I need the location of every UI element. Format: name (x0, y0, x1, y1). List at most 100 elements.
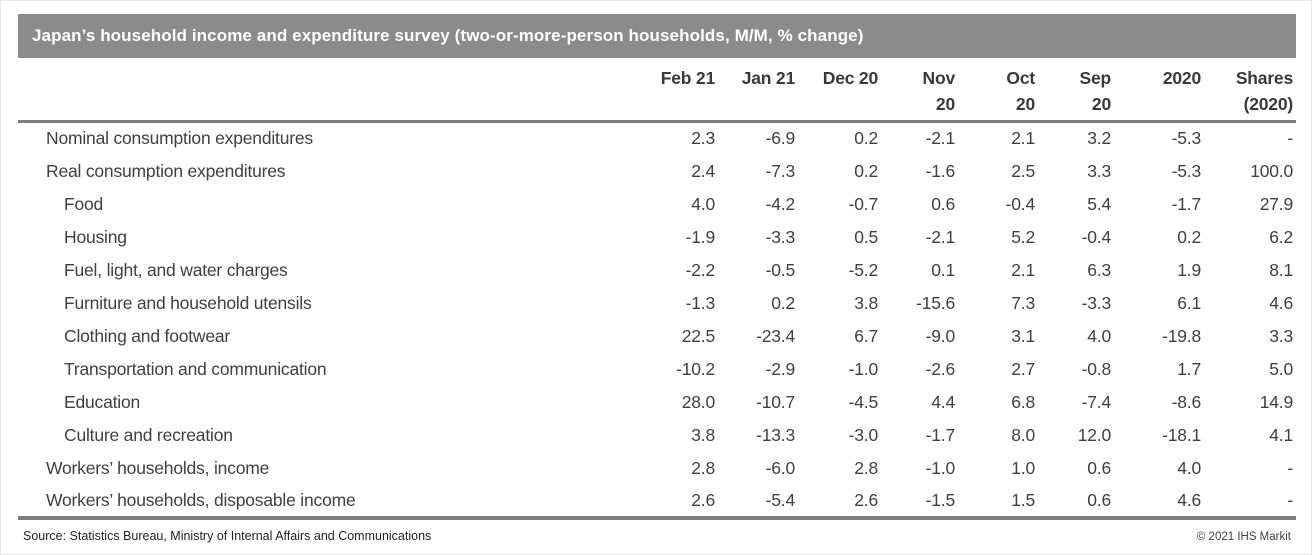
table-row: Nominal consumption expenditures 2.3 -6.9 0… (18, 122, 1296, 155)
cell-value: 2.8 (691, 457, 715, 478)
column-header: Shares (2020) (1204, 63, 1296, 123)
copyright-note: © 2021 IHS Markit (1196, 531, 1291, 543)
cell-value: 1.5 (958, 484, 1038, 520)
cell-value: - (1287, 128, 1293, 149)
cell-value: 2.6 (798, 484, 881, 520)
column-header-line1: Feb 21 (660, 68, 715, 88)
cell-value: -0.4 (1081, 226, 1112, 247)
row-label: Workers’ households, disposable income (18, 484, 633, 520)
cell-value: 5.0 (1269, 358, 1293, 379)
table-row: Furniture and household utensils -1.3 0.2 3… (18, 287, 1296, 320)
cell-value: 3.3 (1087, 160, 1111, 181)
cell-value: 3.2 (1087, 128, 1111, 149)
cell-value: 28.0 (681, 391, 715, 412)
cell-value: -6.0 (765, 457, 796, 478)
row-label: Housing (64, 226, 127, 247)
column-header: Sep 20 (1038, 63, 1114, 123)
cell-value: 6.3 (1087, 259, 1111, 280)
cell-value: 12.0 (1077, 424, 1111, 445)
cell-value: 0.6 (1087, 457, 1111, 478)
table-row: Culture and recreation 3.8 -13.3 -3.0 -1.7 8.… (18, 419, 1296, 452)
cell-value: 4.6 (1114, 484, 1204, 520)
cell-value: -5.2 (848, 259, 879, 280)
cell-value: -1.7 (1171, 193, 1202, 214)
cell-value: 2.5 (1011, 160, 1035, 181)
cell-value: -4.5 (848, 391, 879, 412)
cell-value: 2.1 (1011, 259, 1035, 280)
column-header-line1: Dec 20 (822, 68, 878, 88)
cell-value: 0.2 (854, 160, 878, 181)
cell-value: 14.9 (1259, 391, 1293, 412)
cell-value: 0.5 (854, 226, 878, 247)
table-row: Housing -1.9 -3.3 0.5 -2.1 5.2 -0.4 0.2 6.2 (18, 221, 1296, 254)
cell-value: -2.2 (685, 259, 716, 280)
cell-value: -5.3 (1171, 128, 1202, 149)
cell-value: -7.4 (1081, 391, 1112, 412)
cell-value: 4.6 (1269, 292, 1293, 313)
cell-value: -10.7 (756, 391, 795, 412)
cell-value: 4.0 (691, 193, 715, 214)
cell-value: -9.0 (925, 325, 956, 346)
cell-value: -3.0 (848, 424, 879, 445)
cell-value: 2.4 (691, 160, 715, 181)
cell-value: -2.1 (925, 226, 956, 247)
cell-value: 27.9 (1259, 193, 1293, 214)
cell-value: 3.1 (1011, 325, 1035, 346)
cell-value: 7.3 (1011, 292, 1035, 313)
cell-value: 6.1 (1177, 292, 1201, 313)
cell-value: -1.0 (925, 457, 956, 478)
cell-value: 0.6 (931, 193, 955, 214)
row-label: Clothing and footwear (64, 325, 231, 346)
cell-value: - (1287, 457, 1293, 478)
row-label: Nominal consumption expenditures (46, 128, 313, 149)
cell-value: 4.0 (1177, 457, 1201, 478)
column-header-line2: 20 (1091, 94, 1111, 114)
cell-value: 8.0 (1011, 424, 1035, 445)
table-row: Transportation and communication -10.2 -2.… (18, 353, 1296, 386)
cell-value: 1.0 (1011, 457, 1035, 478)
row-label: Food (64, 193, 104, 214)
cell-value: -1.7 (925, 424, 956, 445)
column-header-line1: Oct (1006, 68, 1035, 88)
cell-value: 2.3 (691, 128, 715, 149)
cell-value: 2.6 (633, 484, 718, 520)
cell-value: -1.3 (685, 292, 716, 313)
cell-value: 0.2 (854, 128, 878, 149)
cell-value: -19.8 (1162, 325, 1201, 346)
cell-value: -6.9 (765, 128, 796, 149)
cell-value: -0.5 (765, 259, 796, 280)
cell-value: -4.2 (765, 193, 796, 214)
cell-value: -10.2 (676, 358, 715, 379)
header-row: Feb 21 Jan 21 Dec 20 Nov 20 Oct 20 Sep 20 2020 Sha… (18, 63, 1296, 123)
cell-value: 6.8 (1011, 391, 1035, 412)
cell-value: - (1204, 484, 1296, 520)
row-label: Culture and recreation (64, 424, 233, 445)
cell-value: -1.6 (925, 160, 956, 181)
cell-value: 2.1 (1011, 128, 1035, 149)
table-row: Workers’ households, income 2.8 -6.0 2.8 -1.… (18, 452, 1296, 485)
column-header: Dec 20 (798, 63, 881, 123)
cell-value: -23.4 (756, 325, 795, 346)
cell-value: -18.1 (1162, 424, 1201, 445)
cell-value: 0.1 (931, 259, 955, 280)
cell-value: -3.3 (1081, 292, 1112, 313)
cell-value: -2.1 (925, 128, 956, 149)
cell-value: 6.2 (1269, 226, 1293, 247)
cell-value: 4.1 (1269, 424, 1293, 445)
cell-value: -15.6 (916, 292, 955, 313)
cell-value: 3.3 (1269, 325, 1293, 346)
cell-value: -0.4 (1005, 193, 1036, 214)
table-row: Clothing and footwear 22.5 -23.4 6.7 -9.0 3.1… (18, 320, 1296, 353)
table-row: Food 4.0 -4.2 -0.7 0.6 -0.4 5.4 -1.7 27.9 (18, 188, 1296, 221)
column-header: 2020 (1114, 63, 1204, 123)
table-title-bar: Japan’s household income and expenditure… (18, 14, 1296, 58)
cell-value: -0.8 (1081, 358, 1112, 379)
cell-value: 1.9 (1177, 259, 1201, 280)
cell-value: -5.3 (1171, 160, 1202, 181)
cell-value: 2.8 (854, 457, 878, 478)
column-header-line1: Nov (922, 68, 956, 88)
cell-value: -2.9 (765, 358, 796, 379)
cell-value: -8.6 (1171, 391, 1202, 412)
cell-value: 4.0 (1087, 325, 1111, 346)
cell-value: 5.2 (1011, 226, 1035, 247)
